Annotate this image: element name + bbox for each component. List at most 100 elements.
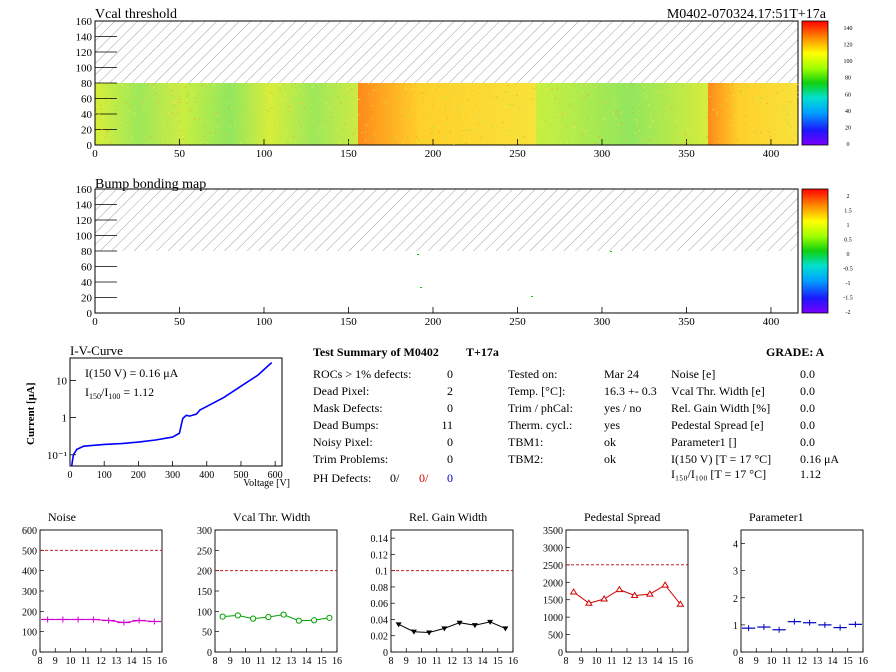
map-pixel-noise (425, 140, 427, 142)
plot-x-tick-label: 11 (256, 656, 266, 667)
map-pixel-noise (121, 126, 123, 128)
map-pixel-noise (178, 98, 181, 100)
map-pixel-noise (240, 142, 242, 144)
map-pixel-noise (243, 94, 245, 96)
ph-defects-value-2: 0/ (419, 471, 429, 485)
map-pixel-noise (187, 95, 189, 97)
map-pixel-noise (559, 113, 562, 114)
map-pixel-noise (648, 138, 650, 140)
map-pixel-noise (272, 119, 274, 121)
map-pixel-noise (420, 92, 422, 94)
map-pixel-noise (174, 103, 176, 104)
map-pixel-noise (273, 89, 276, 90)
map-pixel-noise (207, 92, 209, 94)
map-pixel-noise (411, 88, 414, 90)
map-pixel-noise (594, 86, 597, 88)
map-pixel-noise (96, 108, 99, 110)
palette-tick-label: 80 (845, 76, 851, 82)
map-pixel-noise (107, 94, 110, 96)
map-pixel-noise (670, 107, 673, 109)
map-pixel-noise (520, 137, 523, 139)
map-pixel-noise (251, 106, 254, 108)
map-pixel-noise (732, 131, 734, 133)
map-pixel-noise (792, 140, 794, 142)
map-pixel-noise (361, 132, 363, 134)
summary-plot-frame (740, 529, 864, 653)
summary-row-value: 0 (447, 435, 453, 449)
map-pixel-noise (168, 84, 170, 85)
map-pixel-noise (473, 120, 475, 122)
map-y-tick-label: 140 (76, 32, 93, 44)
map-y-tick-label: 140 (76, 200, 93, 212)
map-pixel-noise (650, 126, 652, 128)
plot-x-tick-label: 13 (637, 656, 647, 667)
map-pixel-noise (752, 134, 754, 136)
data-point (265, 613, 272, 621)
summary-row-value: yes / no (604, 401, 641, 415)
map-pixel-noise (480, 90, 483, 92)
map-pixel-noise (334, 89, 336, 91)
map-pixel-noise (99, 119, 102, 121)
map-pixel-noise (664, 117, 666, 119)
map-pixel-noise (493, 94, 495, 96)
map-pixel-noise (770, 110, 772, 111)
plot-y-tick-label: 200 (22, 607, 37, 618)
map-pixel-noise (411, 143, 413, 145)
map-pixel-noise (330, 116, 333, 118)
data-point (311, 617, 318, 624)
map-pixel-noise (111, 133, 113, 135)
plot-y-tick-label: 0 (207, 648, 212, 659)
map-pixel-noise (373, 89, 375, 91)
map-pixel-noise (387, 113, 389, 115)
map-pixel-noise (291, 109, 293, 111)
map-pixel-noise (581, 134, 583, 136)
map-pixel-noise (179, 101, 181, 103)
map-pixel-noise (594, 143, 597, 145)
map-x-tick-label: 100 (256, 148, 273, 160)
map-pixel-noise (706, 136, 708, 138)
map-pixel-noise (121, 85, 123, 87)
map-pixel-noise (407, 136, 409, 138)
map-pixel-noise (193, 101, 196, 103)
map-pixel-noise (345, 107, 348, 109)
plot-y-tick-label: 1 (733, 621, 738, 632)
map-pixel-noise (636, 129, 638, 130)
map-pixel-noise (418, 135, 421, 137)
map1-band-roc5 (708, 83, 798, 145)
map-pixel-noise (261, 128, 263, 130)
map-pixel-noise (99, 104, 102, 106)
map-pixel-noise (502, 122, 504, 124)
map-pixel-noise (443, 118, 445, 120)
map-y-tick-label: 60 (81, 94, 93, 106)
map-pixel-noise (200, 93, 202, 95)
map-pixel-noise (230, 108, 233, 110)
iv-x-tick-label: 0 (68, 470, 73, 481)
map-pixel-noise (316, 133, 318, 135)
map-pixel-noise (373, 134, 376, 136)
ph-defects-value-3: 0 (447, 471, 453, 485)
map-pixel-noise (218, 136, 220, 138)
iv-xlabel: Voltage [V] (243, 478, 290, 489)
map-pixel-noise (162, 121, 164, 123)
map-pixel-noise (745, 116, 748, 118)
map-pixel-noise (645, 95, 647, 97)
map-pixel-noise (176, 112, 178, 114)
map-pixel-noise (106, 130, 108, 132)
data-point (487, 619, 494, 625)
summary-row-label: Mask Defects: (313, 401, 383, 415)
palette-tick-label: 2 (847, 194, 850, 200)
map-pixel-noise (241, 113, 244, 115)
map-pixel-noise (489, 101, 492, 102)
iv-x-tick-label: 400 (199, 470, 214, 481)
map-pixel-noise (677, 108, 680, 110)
data-point (471, 623, 478, 629)
map-pixel-noise (574, 122, 577, 124)
plot-y-tick-label: 2 (733, 594, 738, 605)
map-pixel-noise (336, 127, 338, 129)
map-x-tick-label: 200 (425, 148, 442, 160)
map-pixel-noise (164, 130, 167, 132)
plot-y-tick-label: 0 (733, 648, 738, 659)
dead-bump-marker (417, 254, 419, 255)
summary-plot-title: Vcal Thr. Width (233, 510, 310, 524)
map-pixel-noise (789, 101, 791, 103)
